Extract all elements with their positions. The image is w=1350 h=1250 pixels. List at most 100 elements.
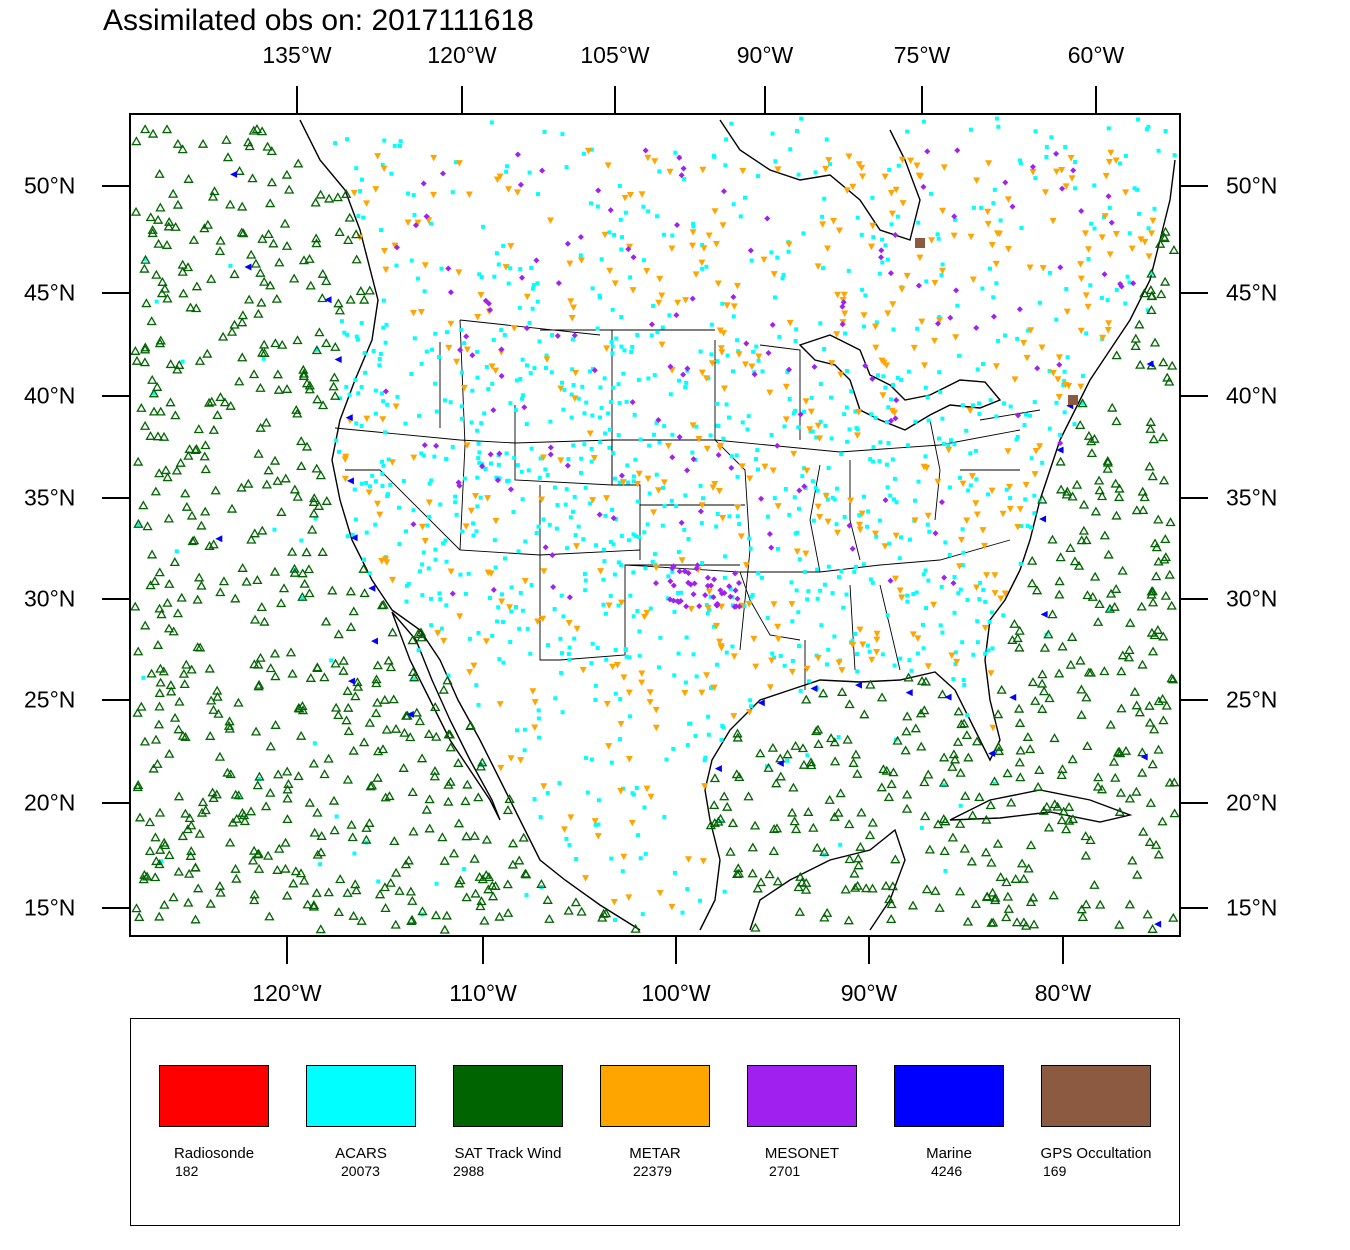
acars-marker (541, 517, 546, 522)
metar-marker (531, 724, 539, 732)
acars-marker (359, 423, 364, 428)
metar-marker (835, 227, 843, 235)
sat-track-wind-marker (153, 238, 164, 248)
metar-marker (404, 219, 412, 226)
metar-marker (806, 426, 814, 433)
sat-track-wind-marker (1010, 874, 1021, 883)
acars-marker (1099, 295, 1104, 300)
sat-track-wind-marker (789, 816, 800, 826)
metar-marker (506, 604, 514, 611)
acars-marker (620, 235, 625, 240)
acars-marker (712, 624, 717, 629)
metar-marker (603, 700, 611, 708)
sat-track-wind-marker (200, 464, 211, 474)
acars-marker (877, 518, 882, 523)
sat-track-wind-marker (1114, 919, 1125, 929)
acars-marker (1127, 231, 1132, 236)
mesonet-marker (693, 565, 700, 572)
sat-track-wind-marker (1037, 494, 1048, 504)
left-latitude-label: 25°N (24, 686, 76, 713)
sat-track-wind-marker (1077, 912, 1089, 922)
metar-marker (594, 833, 602, 840)
acars-marker (383, 340, 388, 345)
acars-marker (373, 522, 378, 527)
sat-track-wind-marker (1153, 849, 1164, 859)
acars-marker (740, 420, 745, 425)
acars-marker (474, 683, 479, 688)
sat-track-wind-marker (1085, 835, 1096, 845)
sat-track-wind-marker (880, 880, 892, 890)
acars-marker (376, 879, 381, 884)
acars-marker (611, 542, 616, 547)
sat-track-wind-marker (1058, 806, 1069, 816)
metar-marker (703, 445, 711, 453)
sat-track-wind-marker (187, 536, 198, 546)
acars-marker (382, 138, 387, 143)
acars-marker (898, 535, 903, 540)
metar-marker (487, 570, 495, 577)
acars-marker (604, 657, 609, 662)
metar-marker (835, 659, 843, 667)
acars-marker (793, 408, 798, 413)
acars-marker (628, 714, 633, 719)
metar-marker (1004, 196, 1012, 203)
acars-marker (684, 635, 689, 640)
metar-marker (1006, 505, 1014, 513)
acars-marker (350, 532, 355, 537)
sat-track-wind-marker (183, 173, 194, 183)
sat-track-wind-marker (355, 286, 366, 296)
sat-track-wind-marker (1111, 416, 1122, 426)
metar-marker (652, 724, 660, 732)
acars-marker (523, 539, 528, 544)
sat-track-wind-marker (1006, 797, 1017, 807)
sat-track-wind-marker (733, 868, 745, 878)
mesonet-marker (564, 462, 571, 469)
acars-marker (968, 483, 973, 488)
acars-marker (849, 389, 854, 394)
metar-marker (824, 245, 832, 252)
sat-track-wind-marker (172, 138, 183, 148)
metar-marker (892, 186, 900, 194)
sat-track-wind-marker (518, 832, 529, 842)
sat-track-wind-marker (1113, 492, 1125, 502)
metar-marker (702, 375, 710, 382)
mesonet-marker (523, 325, 530, 332)
sat-track-wind-marker (274, 257, 285, 267)
metar-marker (572, 369, 580, 377)
acars-marker (560, 132, 565, 137)
mesonet-marker (393, 244, 400, 251)
mesonet-marker (496, 450, 503, 457)
acars-marker (567, 843, 572, 848)
sat-track-wind-marker (1117, 565, 1128, 575)
mesonet-marker (811, 363, 818, 370)
sat-track-wind-marker (165, 397, 176, 407)
acars-marker (888, 493, 893, 498)
acars-marker (715, 359, 720, 364)
sat-track-wind-marker (138, 874, 149, 884)
sat-track-wind-marker (184, 813, 195, 822)
sat-track-wind-marker (150, 832, 161, 842)
sat-track-wind-marker (163, 623, 175, 633)
metar-marker (650, 509, 658, 516)
mesonet-marker (479, 463, 486, 470)
metar-marker (674, 299, 682, 307)
mesonet-marker (732, 587, 739, 594)
sat-track-wind-marker (985, 800, 996, 810)
sat-track-wind-marker (408, 826, 419, 836)
acars-marker (669, 498, 674, 503)
right-latitude-label: 35°N (1226, 484, 1278, 511)
mesonet-marker (769, 321, 776, 328)
acars-marker (921, 119, 926, 124)
legend-swatch (1041, 1065, 1151, 1127)
acars-marker (384, 322, 389, 327)
sat-track-wind-marker (383, 655, 394, 665)
acars-marker (543, 365, 548, 370)
acars-marker (354, 421, 359, 426)
acars-marker (388, 482, 393, 487)
sat-track-wind-marker (148, 388, 160, 398)
metar-marker (1038, 344, 1046, 352)
acars-marker (755, 448, 760, 453)
sat-track-wind-marker (1043, 822, 1055, 832)
mesonet-marker (689, 295, 696, 302)
acars-marker (612, 917, 617, 922)
